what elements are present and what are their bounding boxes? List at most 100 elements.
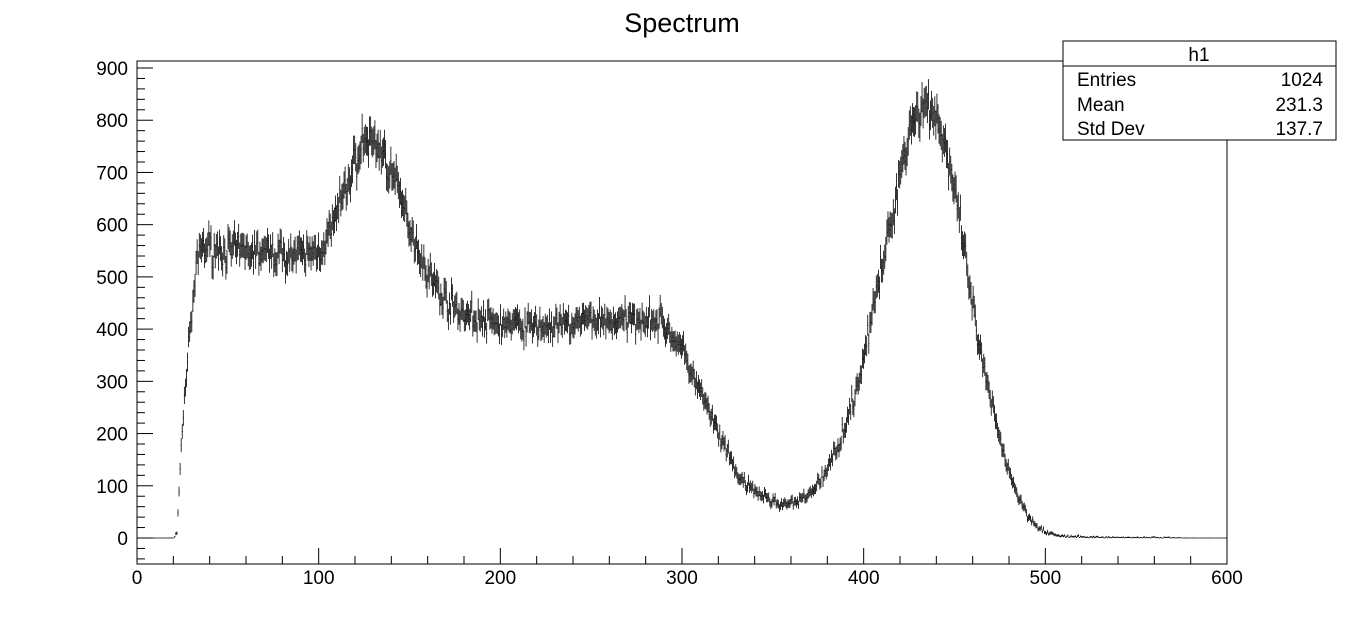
hist-point xyxy=(194,273,196,297)
hist-point xyxy=(350,159,353,187)
hist-point xyxy=(978,339,981,360)
hist-point xyxy=(1001,443,1003,457)
hist-point xyxy=(1178,537,1180,539)
hist-point xyxy=(356,163,358,191)
hist-point xyxy=(754,484,756,495)
hist-point xyxy=(606,306,608,329)
hist-point xyxy=(214,244,216,269)
hist-point xyxy=(515,308,518,330)
hist-point xyxy=(944,123,946,153)
hist-point xyxy=(669,322,671,344)
hist-point xyxy=(513,309,515,331)
hist-point xyxy=(198,232,200,258)
hist-point xyxy=(322,240,324,266)
hist-point xyxy=(883,250,885,275)
hist-point xyxy=(301,240,304,266)
hist-point xyxy=(532,315,535,338)
hist-point xyxy=(1121,537,1123,539)
hist-point xyxy=(1023,502,1025,511)
hist-point xyxy=(1098,536,1100,538)
hist-point xyxy=(885,236,887,262)
hist-point xyxy=(666,323,668,344)
hist-point xyxy=(462,300,464,322)
hist-point xyxy=(936,93,938,124)
hist-point xyxy=(451,277,453,301)
hist-point xyxy=(1000,431,1002,447)
hist-point xyxy=(1004,453,1006,467)
hist-point xyxy=(1091,536,1093,538)
hist-point xyxy=(187,352,189,372)
hist-point xyxy=(947,140,949,169)
hist-point xyxy=(300,237,302,263)
hist-point xyxy=(652,310,654,333)
hist-point xyxy=(457,308,459,330)
hist-point xyxy=(334,195,337,222)
hist-point xyxy=(179,462,181,475)
hist-point xyxy=(1084,536,1086,538)
hist-point xyxy=(798,500,800,510)
hist-point xyxy=(372,128,374,158)
hist-point xyxy=(181,423,183,439)
hist-point xyxy=(488,298,490,321)
hist-point xyxy=(266,227,268,253)
hist-point xyxy=(238,223,240,249)
hist-point xyxy=(657,323,659,345)
hist-point xyxy=(938,114,940,144)
hist-point xyxy=(706,397,708,415)
hist-point xyxy=(792,501,794,510)
hist-point xyxy=(829,458,832,471)
hist-point xyxy=(323,232,325,257)
hist-point xyxy=(981,342,983,362)
hist-point xyxy=(578,306,580,329)
hist-point xyxy=(327,221,329,247)
hist-point xyxy=(982,358,984,378)
hist-point xyxy=(1142,536,1144,538)
hist-point xyxy=(316,245,318,270)
hist-point xyxy=(234,232,236,258)
hist-point xyxy=(834,441,836,456)
hist-point xyxy=(184,378,186,397)
hist-point xyxy=(991,390,993,408)
hist-point xyxy=(716,415,718,432)
hist-point xyxy=(1071,536,1073,538)
hist-point xyxy=(275,252,277,277)
hist-point xyxy=(1117,536,1119,538)
hist-point xyxy=(1113,536,1115,538)
hist-point xyxy=(405,187,407,215)
hist-point xyxy=(640,319,642,341)
hist-point xyxy=(809,485,811,496)
hist-point xyxy=(430,262,432,286)
hist-point xyxy=(416,240,419,266)
hist-point xyxy=(1100,536,1102,539)
hist-point xyxy=(911,103,913,133)
hist-point xyxy=(255,244,257,270)
hist-point xyxy=(385,140,387,169)
hist-point xyxy=(1027,514,1030,521)
hist-point xyxy=(254,229,256,255)
hist-point xyxy=(321,240,323,265)
hist-point xyxy=(292,248,294,273)
hist-point xyxy=(822,476,824,487)
hist-point xyxy=(441,292,443,315)
hist-point xyxy=(1076,535,1078,538)
hist-point xyxy=(456,291,458,314)
hist-point xyxy=(661,306,663,329)
hist-point xyxy=(723,437,725,452)
hist-point xyxy=(1125,537,1127,539)
hist-point xyxy=(503,308,505,331)
hist-point xyxy=(747,474,750,486)
hist-point xyxy=(1075,536,1077,538)
hist-point xyxy=(943,128,945,157)
hist-point xyxy=(912,106,915,137)
hist-point xyxy=(1102,536,1104,538)
hist-point xyxy=(497,315,499,337)
hist-point xyxy=(803,488,805,499)
hist-point xyxy=(273,253,275,278)
hist-point xyxy=(910,115,912,145)
hist-point xyxy=(183,386,185,405)
hist-point xyxy=(1135,537,1137,539)
hist-point xyxy=(917,92,919,123)
hist-point xyxy=(921,82,923,113)
hist-point xyxy=(646,316,648,338)
